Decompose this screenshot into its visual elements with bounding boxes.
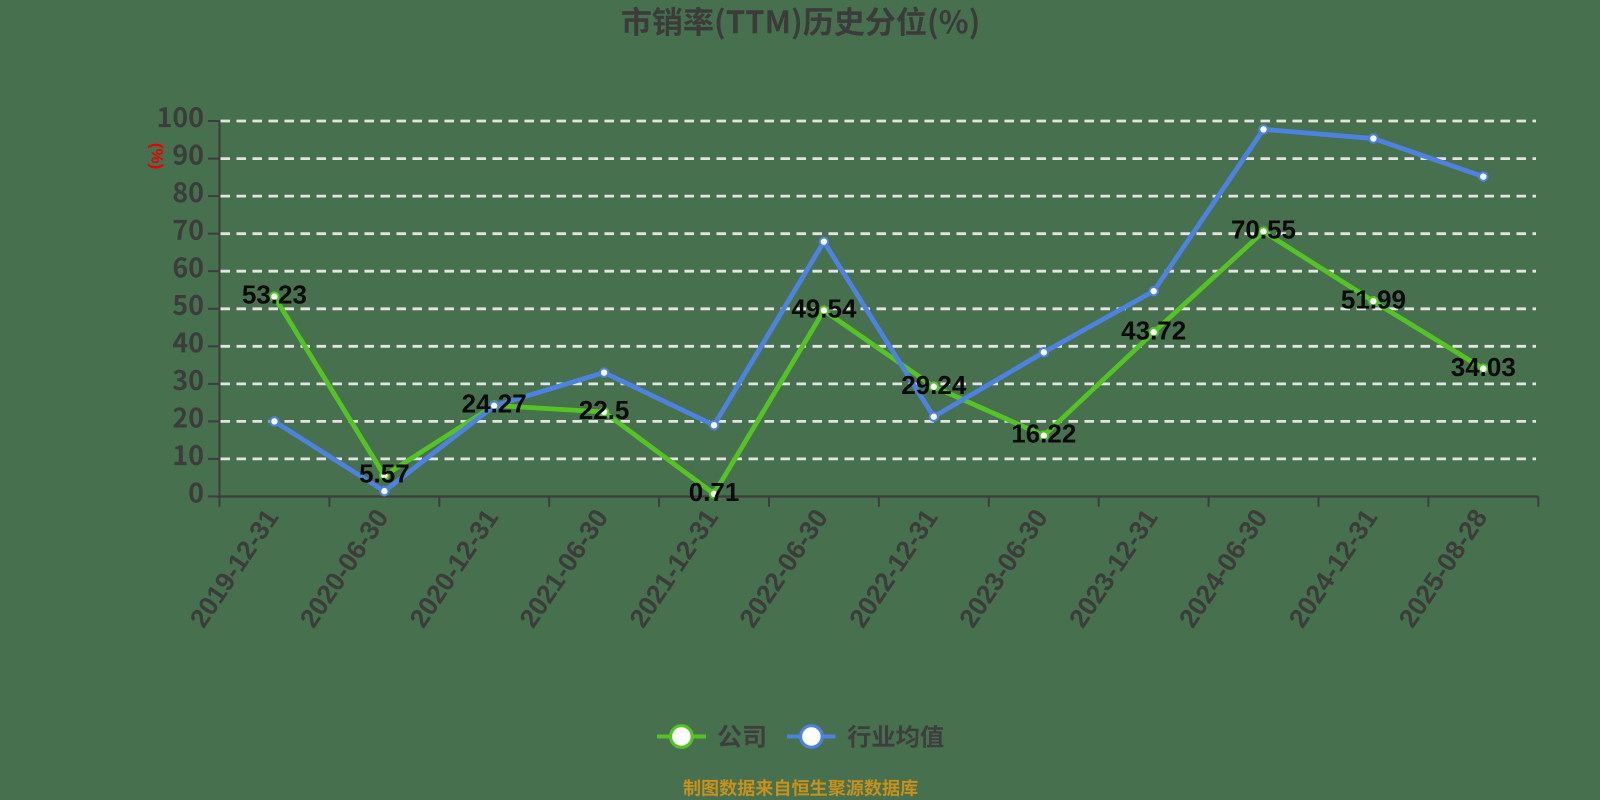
svg-text:51.99: 51.99 <box>1341 284 1406 314</box>
svg-text:2022-12-31: 2022-12-31 <box>843 504 944 633</box>
svg-text:49.54: 49.54 <box>791 294 857 324</box>
svg-text:(%): (%) <box>148 143 167 169</box>
svg-text:53.23: 53.23 <box>242 280 307 310</box>
svg-text:2020-12-31: 2020-12-31 <box>403 504 504 633</box>
svg-text:16.22: 16.22 <box>1011 419 1076 449</box>
svg-text:70.55: 70.55 <box>1231 215 1296 245</box>
svg-text:2019-12-31: 2019-12-31 <box>184 504 285 633</box>
svg-text:0.71: 0.71 <box>689 477 740 507</box>
svg-text:34.03: 34.03 <box>1451 352 1516 382</box>
svg-text:2023-06-30: 2023-06-30 <box>953 504 1054 633</box>
svg-text:2021-12-31: 2021-12-31 <box>623 504 724 633</box>
svg-text:22.5: 22.5 <box>579 395 630 425</box>
svg-text:29.24: 29.24 <box>901 370 967 400</box>
svg-text:2024-12-31: 2024-12-31 <box>1283 504 1384 633</box>
svg-text:2022-06-30: 2022-06-30 <box>733 504 834 633</box>
svg-text:5.57: 5.57 <box>359 459 410 489</box>
svg-text:2020-06-30: 2020-06-30 <box>294 504 395 633</box>
svg-text:2021-06-30: 2021-06-30 <box>513 504 614 633</box>
svg-text:2025-08-28: 2025-08-28 <box>1393 504 1494 633</box>
svg-text:2023-12-31: 2023-12-31 <box>1063 504 1164 633</box>
svg-text:24.27: 24.27 <box>462 389 527 419</box>
svg-text:43.72: 43.72 <box>1121 315 1186 345</box>
svg-text:2024-06-30: 2024-06-30 <box>1173 504 1274 633</box>
